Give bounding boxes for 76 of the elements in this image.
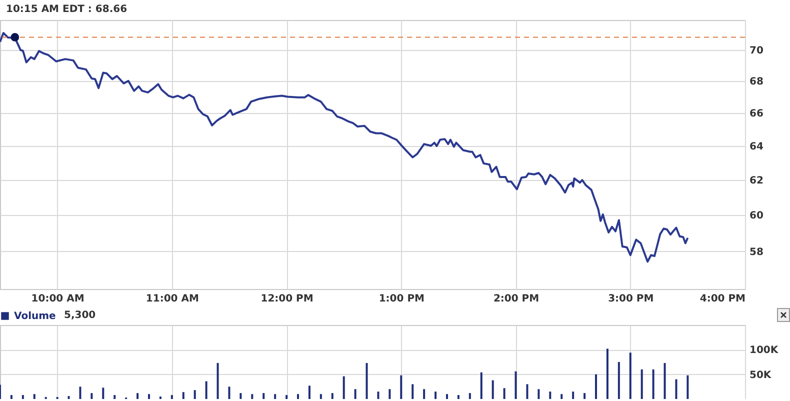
bar xyxy=(194,390,196,399)
bar xyxy=(286,395,288,399)
text: 5,300 xyxy=(64,310,96,321)
bar xyxy=(354,389,356,399)
y-tick-label: 66 xyxy=(750,108,764,120)
bar xyxy=(308,386,310,399)
y-tick-label: 50K xyxy=(750,370,772,381)
x-tick-label: 3:00 PM xyxy=(608,294,654,304)
y-tick-label: 100K xyxy=(750,345,780,356)
y-tick-label: 68 xyxy=(750,76,764,88)
bar xyxy=(228,386,230,399)
bar xyxy=(492,380,494,399)
bar xyxy=(664,362,666,399)
bar xyxy=(480,372,482,399)
bar xyxy=(400,375,402,399)
bar xyxy=(640,369,643,399)
bar xyxy=(366,362,368,399)
legend-label: Volume xyxy=(14,311,56,322)
bar xyxy=(377,392,380,399)
y-tick-label: 62 xyxy=(750,176,764,187)
bar xyxy=(240,393,242,399)
bar xyxy=(136,393,139,399)
bar xyxy=(251,394,254,399)
bar xyxy=(595,374,597,399)
bar xyxy=(686,375,689,399)
bar xyxy=(262,393,265,399)
bar xyxy=(468,393,471,399)
bar xyxy=(675,379,678,399)
bar xyxy=(331,393,334,399)
bar xyxy=(68,396,70,399)
x-tick-label: 12:00 PM xyxy=(260,294,314,304)
bar xyxy=(412,384,414,399)
bar xyxy=(205,381,208,399)
bar xyxy=(10,395,12,399)
bar xyxy=(79,386,82,399)
bar xyxy=(560,394,563,399)
bar xyxy=(148,394,150,399)
bar xyxy=(320,394,322,399)
bar xyxy=(434,392,437,399)
x-tick-label: 11:00 AM xyxy=(146,294,199,304)
bar xyxy=(342,376,345,399)
bar xyxy=(388,389,391,399)
bar xyxy=(514,371,517,399)
y-tick-label: 70 xyxy=(750,46,764,57)
y-tick-label: 64 xyxy=(750,142,764,153)
bar xyxy=(526,384,528,399)
bar xyxy=(503,388,506,399)
bar xyxy=(606,348,608,399)
bar xyxy=(423,389,426,399)
bar xyxy=(102,388,104,399)
bar xyxy=(629,352,632,399)
x-tick-label: 10:00 AM xyxy=(31,294,84,304)
bar xyxy=(33,394,36,399)
bar xyxy=(90,393,93,399)
x-tick-label: 2:00 PM xyxy=(493,294,540,304)
bar xyxy=(22,395,24,399)
y-tick-label: 60 xyxy=(750,210,764,222)
bar xyxy=(216,362,219,399)
bar xyxy=(549,392,552,399)
bar xyxy=(114,395,116,399)
x-tick-label: 1:00 PM xyxy=(378,294,425,304)
line-series xyxy=(0,32,689,263)
bar xyxy=(170,395,173,399)
bar xyxy=(297,394,299,399)
y-tick-label: 58 xyxy=(750,246,764,258)
x-tick-label: 4:00 PM xyxy=(700,294,746,304)
bar xyxy=(652,369,654,399)
bar xyxy=(182,392,184,399)
bar xyxy=(457,395,460,399)
bar xyxy=(274,394,276,399)
bar xyxy=(618,362,620,399)
text: 10:15 AM EDT : 68.66 xyxy=(6,4,128,15)
bar xyxy=(572,392,574,399)
bar xyxy=(446,394,448,399)
bar xyxy=(584,393,586,399)
bar xyxy=(538,389,540,399)
